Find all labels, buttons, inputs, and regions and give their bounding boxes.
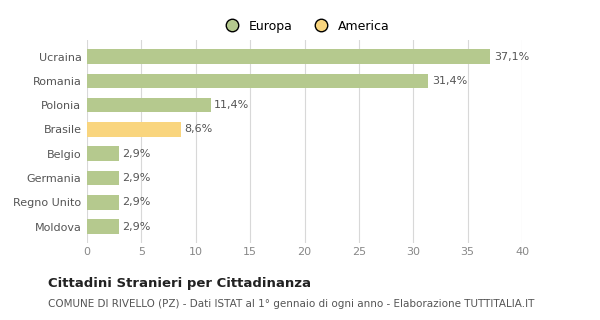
Text: 2,9%: 2,9%: [122, 149, 150, 159]
Text: 37,1%: 37,1%: [494, 52, 529, 61]
Text: 2,9%: 2,9%: [122, 173, 150, 183]
Bar: [87, 195, 119, 210]
Bar: [87, 98, 211, 112]
Bar: [87, 49, 490, 64]
Bar: [87, 171, 119, 185]
Text: 31,4%: 31,4%: [432, 76, 467, 86]
Text: 2,9%: 2,9%: [122, 197, 150, 207]
Text: COMUNE DI RIVELLO (PZ) - Dati ISTAT al 1° gennaio di ogni anno - Elaborazione TU: COMUNE DI RIVELLO (PZ) - Dati ISTAT al 1…: [48, 299, 535, 309]
Bar: [87, 147, 119, 161]
Text: 2,9%: 2,9%: [122, 222, 150, 232]
Text: 8,6%: 8,6%: [184, 124, 212, 134]
Bar: [87, 122, 181, 137]
Bar: [87, 74, 428, 88]
Text: Cittadini Stranieri per Cittadinanza: Cittadini Stranieri per Cittadinanza: [48, 277, 311, 290]
Legend: Europa, America: Europa, America: [215, 16, 394, 36]
Text: 11,4%: 11,4%: [214, 100, 250, 110]
Bar: [87, 220, 119, 234]
